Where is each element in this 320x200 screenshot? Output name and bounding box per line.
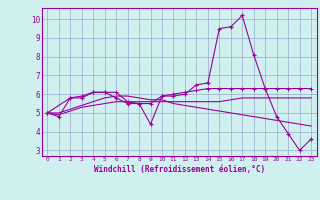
X-axis label: Windchill (Refroidissement éolien,°C): Windchill (Refroidissement éolien,°C)	[94, 165, 265, 174]
